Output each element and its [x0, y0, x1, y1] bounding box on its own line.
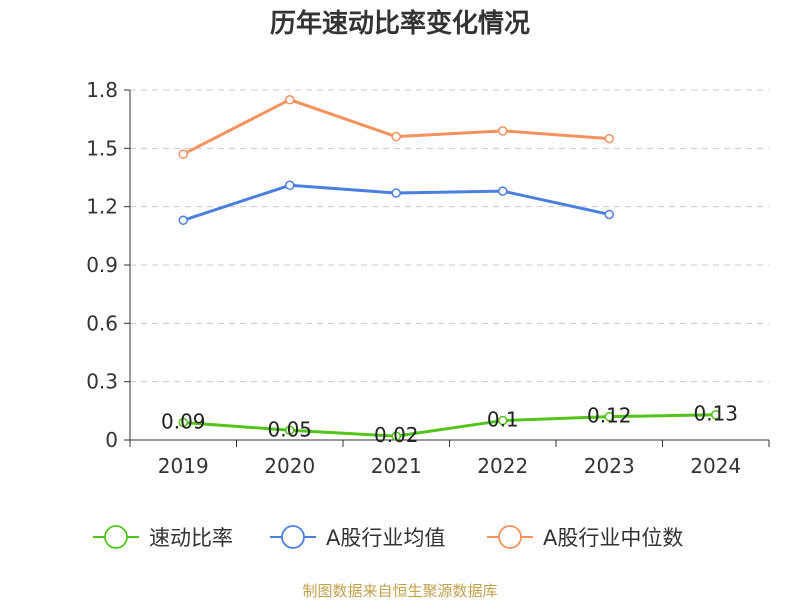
legend-circle-icon — [104, 525, 128, 549]
grid-lines — [130, 89, 769, 383]
legend-circle-icon — [498, 525, 522, 549]
data-label: 0.12 — [587, 404, 632, 428]
data-point[interactable] — [498, 415, 508, 426]
data-point[interactable] — [285, 425, 295, 436]
x-tick-label: 2022 — [477, 454, 528, 478]
data-point[interactable] — [604, 209, 614, 220]
x-tick-label: 2021 — [371, 454, 422, 478]
series-line — [182, 98, 610, 156]
legend-item[interactable]: 速动比率 — [93, 525, 233, 550]
source-note: 制图数据来自恒生聚源数据库 — [302, 582, 497, 600]
legend-label: A股行业均值 — [326, 526, 445, 550]
chart-title: 历年速动比率变化情况 — [270, 8, 530, 39]
series-line — [183, 413, 716, 438]
y-tick-label: 0.9 — [86, 253, 118, 277]
legend-item[interactable]: A股行业中位数 — [487, 525, 683, 550]
data-label: 0.05 — [267, 417, 312, 441]
data-point[interactable] — [498, 186, 508, 196]
series-lines — [178, 94, 721, 441]
y-tick-label: 0.3 — [86, 370, 118, 394]
data-point[interactable] — [391, 431, 401, 441]
legend-item[interactable]: A股行业均值 — [270, 525, 445, 550]
data-labels: 0.09 0.05 0.02 0.1 0.12 0.13 — [161, 402, 738, 447]
x-tick-label: 2023 — [584, 454, 635, 478]
y-tick-label: 0 — [105, 428, 118, 452]
axes: 0 0.3 0.6 0.9 1.2 1.5 1.8 2019 2020 2021 2022 2023 2… — [86, 78, 770, 478]
x-tick-label: 2020 — [264, 454, 315, 478]
legend-label: 速动比率 — [149, 526, 233, 550]
x-tick-label: 2019 — [158, 454, 209, 478]
data-point[interactable] — [711, 409, 721, 420]
x-tick-label: 2024 — [690, 454, 741, 478]
data-point[interactable] — [285, 94, 295, 105]
legend-circle-icon — [281, 525, 305, 549]
data-point[interactable] — [604, 133, 614, 144]
data-point[interactable] — [178, 215, 188, 226]
legend-label: A股行业中位数 — [543, 526, 683, 550]
y-tick-label: 1.8 — [86, 78, 118, 102]
y-tick-label: 1.5 — [86, 136, 118, 160]
data-point[interactable] — [604, 411, 614, 422]
data-label: 0.1 — [487, 408, 519, 432]
data-point[interactable] — [178, 149, 188, 159]
legend[interactable]: 速动比率 A股行业均值 A股行业中位数 — [93, 525, 683, 550]
data-point[interactable] — [391, 131, 401, 142]
data-point[interactable] — [391, 188, 401, 198]
y-tick-label: 1.2 — [86, 195, 118, 219]
data-point[interactable] — [178, 417, 188, 428]
y-tick-label: 0.6 — [86, 311, 118, 335]
data-label: 0.09 — [161, 410, 206, 434]
data-point[interactable] — [498, 126, 508, 136]
data-label: 0.13 — [693, 402, 738, 426]
data-label: 0.02 — [374, 423, 419, 447]
data-point[interactable] — [285, 180, 295, 191]
